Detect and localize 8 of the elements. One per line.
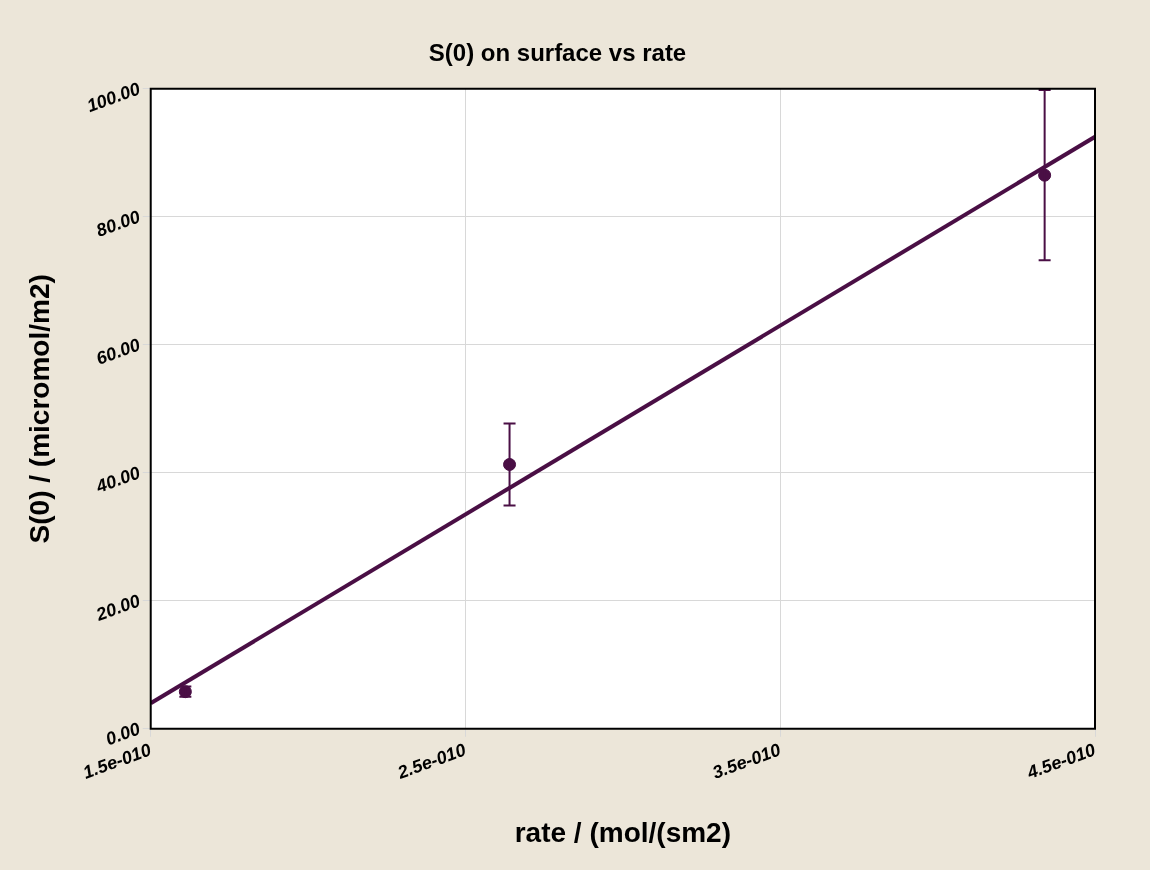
y-axis-title: S(0) / (micromol/m2) bbox=[23, 274, 55, 544]
y-tick-label: 40.00 bbox=[92, 462, 143, 497]
y-tick-label: 100.00 bbox=[84, 78, 143, 117]
x-axis-title: rate / (mol/(sm2) bbox=[514, 816, 731, 848]
y-tick-label: 80.00 bbox=[93, 206, 143, 241]
y-tick-label: 20.00 bbox=[92, 590, 143, 625]
chart-title: S(0) on surface vs rate bbox=[428, 39, 687, 67]
y-tick-label: 60.00 bbox=[93, 334, 143, 369]
